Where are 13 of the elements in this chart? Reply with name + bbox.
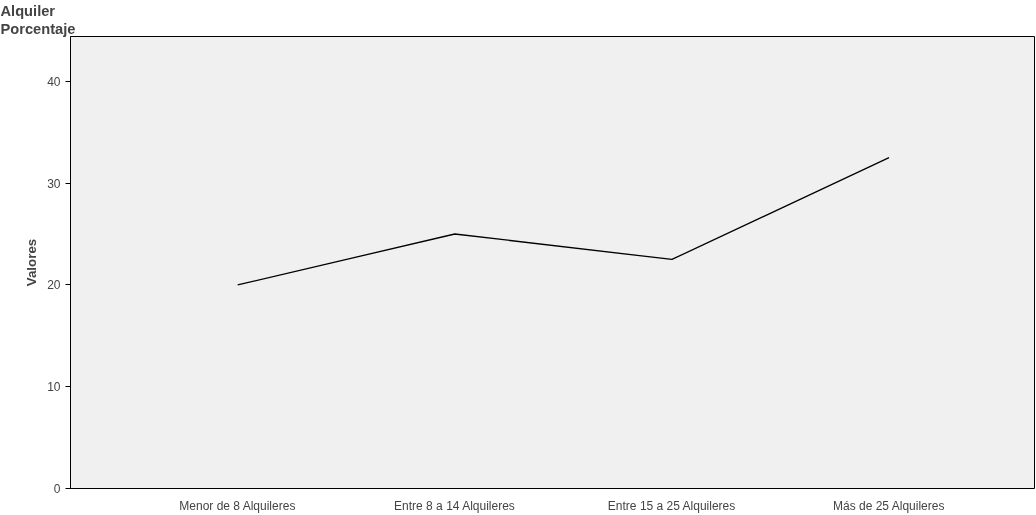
x-tick-label: Entre 8 a 14 Alquileres bbox=[394, 498, 515, 513]
y-tick-label: 0 bbox=[53, 482, 61, 496]
y-tick-label: 20 bbox=[47, 278, 61, 293]
y-axis-title: Valores bbox=[24, 238, 40, 287]
x-tick-label: Entre 15 a 25 Alquileres bbox=[607, 498, 736, 513]
line-series bbox=[237, 156, 890, 286]
x-tick-label: Más de 25 Alquileres bbox=[833, 498, 945, 513]
chart-subtitle: Porcentaje bbox=[0, 20, 76, 37]
y-tick-label: 30 bbox=[47, 176, 61, 191]
y-tick-label: 40 bbox=[47, 74, 61, 89]
chart-title: Alquiler bbox=[0, 2, 56, 19]
y-tick-label: 10 bbox=[47, 380, 61, 395]
x-tick-label: Menor de 8 Alquileres bbox=[179, 498, 296, 513]
